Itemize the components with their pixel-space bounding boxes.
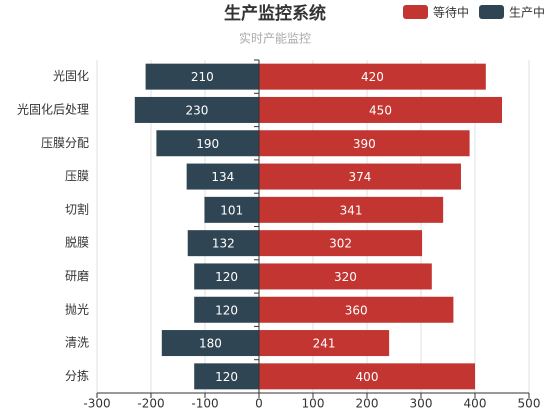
value-label: 134: [211, 170, 234, 184]
y-tick-label: 研磨: [65, 269, 89, 283]
x-tick-label: -100: [191, 397, 218, 411]
y-tick-label: 切割: [65, 201, 89, 216]
bar: [187, 230, 259, 257]
value-label: 400: [356, 370, 379, 384]
chart-subtitle: 实时产能监控: [239, 31, 311, 46]
value-label: 360: [345, 303, 368, 317]
y-tick-label: 清洗: [65, 336, 89, 350]
value-label: 190: [196, 137, 219, 151]
value-label: 101: [220, 203, 243, 217]
x-tick-label: 400: [464, 397, 487, 411]
chart-title: 生产监控系统: [224, 3, 326, 24]
y-tick-label: 压膜分配: [41, 136, 89, 150]
value-label: 210: [191, 70, 214, 84]
x-tick-label: 300: [410, 397, 433, 411]
value-label: 120: [215, 370, 238, 384]
value-label: 450: [369, 103, 392, 117]
bar: [194, 363, 259, 390]
legend-label: 生产中: [509, 5, 545, 20]
legend-swatch: [403, 5, 428, 19]
x-tick-label: 200: [356, 397, 379, 411]
bar: [259, 263, 432, 290]
value-label: 320: [334, 270, 357, 284]
value-label: 390: [353, 137, 376, 151]
legend-label: 等待中: [433, 5, 469, 20]
value-label: 341: [340, 203, 363, 217]
bar: [259, 296, 454, 323]
x-tick-label: 500: [518, 397, 541, 411]
y-tick-label: 压膜: [65, 169, 89, 183]
y-tick-label: 光固化后处理: [17, 102, 89, 116]
bar: [259, 163, 461, 190]
y-tick-label: 分拣: [65, 368, 89, 383]
y-tick-label: 光固化: [53, 69, 89, 83]
value-label: 241: [313, 337, 336, 351]
value-label: 132: [212, 237, 235, 251]
value-label: 180: [199, 337, 222, 351]
x-tick-label: 0: [255, 397, 263, 411]
bar: [204, 196, 259, 223]
bar: [259, 96, 502, 123]
bar: [194, 263, 259, 290]
bar: [145, 63, 259, 90]
legend-swatch: [479, 5, 505, 19]
value-label: 120: [215, 270, 238, 284]
bar: [186, 163, 259, 190]
bar: [259, 230, 423, 257]
bar: [259, 330, 390, 357]
bar: [259, 196, 444, 223]
value-label: 302: [329, 237, 352, 251]
y-tick-label: 脱膜: [65, 235, 89, 250]
x-tick-label: -200: [137, 397, 164, 411]
x-tick-label: 100: [302, 397, 325, 411]
bar: [156, 130, 259, 157]
bar: [259, 363, 475, 390]
bar: [259, 63, 486, 90]
bar: [161, 330, 259, 357]
bar: [134, 96, 259, 123]
bar: [259, 130, 470, 157]
value-label: 230: [185, 103, 208, 117]
x-tick-label: -300: [83, 397, 110, 411]
value-label: 374: [349, 170, 372, 184]
value-label: 420: [361, 70, 384, 84]
y-tick-label: 抛光: [65, 301, 89, 316]
bar: [194, 296, 259, 323]
value-label: 120: [215, 303, 238, 317]
